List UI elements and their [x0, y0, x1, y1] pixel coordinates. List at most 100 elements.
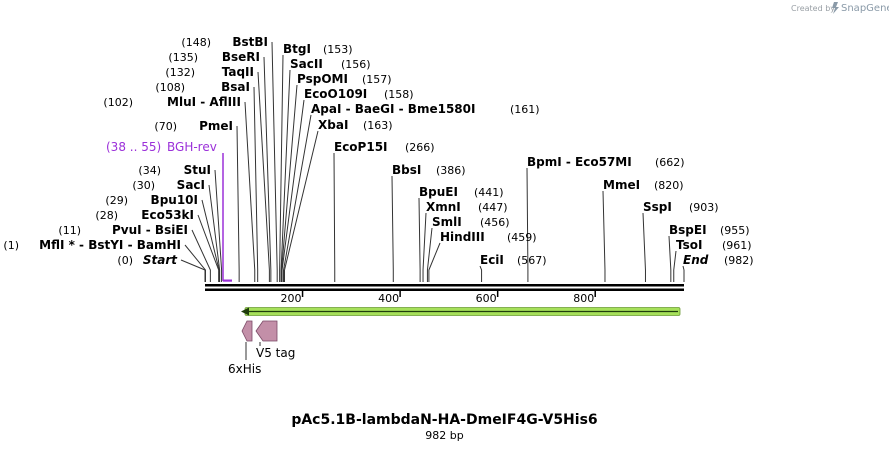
cut-site-position: (29) — [105, 194, 128, 207]
cut-site-lines — [180, 41, 685, 282]
cut-site-position: (108) — [155, 81, 185, 94]
cut-site-name[interactable]: Start — [143, 253, 178, 267]
cut-site-line — [602, 190, 606, 282]
cut-site-name[interactable]: BtgI — [283, 42, 311, 56]
cut-site-line — [642, 212, 646, 282]
cut-site-line — [281, 99, 305, 282]
cut-site-line — [236, 125, 240, 282]
cut-site-line — [257, 71, 270, 282]
feature-v5-tag[interactable]: V5 tag — [255, 320, 295, 360]
cut-site-position: (456) — [480, 216, 510, 229]
cut-site-name[interactable]: PspOMI — [297, 72, 348, 86]
primer-name: BGH-rev — [167, 140, 217, 154]
cut-site-name[interactable]: EcoO109I — [304, 87, 367, 101]
cut-site-position: (266) — [405, 141, 435, 154]
cut-site-position: (148) — [181, 36, 211, 49]
cut-site-position: (153) — [323, 43, 353, 56]
cut-site-line — [426, 227, 433, 282]
cut-site-position: (11) — [58, 224, 81, 237]
cut-site-position: (34) — [138, 164, 161, 177]
cut-site-line — [271, 41, 278, 282]
cut-site-name[interactable]: SspI — [643, 200, 672, 214]
cut-site-line — [668, 235, 672, 282]
cut-site-name[interactable]: StuI — [184, 163, 211, 177]
cut-site-name[interactable]: BpmI - Eco57MI — [527, 155, 632, 169]
axis-ticks: 200 400 600 800 — [281, 291, 596, 305]
axis-tick-label: 400 — [378, 292, 399, 305]
cut-site-position: (982) — [724, 254, 754, 267]
cut-site-name[interactable]: EciI — [480, 253, 504, 267]
cut-site-name[interactable]: XbaI — [318, 118, 348, 132]
cut-site-name[interactable]: TaqII — [222, 65, 254, 79]
cut-site-position: (961) — [722, 239, 752, 252]
feature-v5-tag-label: V5 tag — [256, 346, 295, 360]
feature-6xhis-label: 6xHis — [228, 362, 261, 376]
cut-site-name[interactable]: SacI — [177, 178, 205, 192]
cut-site-name[interactable]: BbsI — [392, 163, 421, 177]
cut-site-line — [244, 101, 256, 282]
credit-prefix: Created by — [791, 4, 835, 13]
cut-site-name[interactable]: PmeI — [199, 119, 233, 133]
cut-site-name[interactable]: BseRI — [222, 50, 260, 64]
cut-site-name[interactable]: BstBI — [232, 35, 268, 49]
cut-site-line — [184, 244, 206, 282]
axis-tick-label: 800 — [573, 292, 594, 305]
cut-site-name[interactable]: ApaI - BaeGI - Bme1580I — [311, 102, 475, 116]
cut-site-name[interactable]: BsaI — [221, 80, 250, 94]
primer-bgh-rev[interactable]: (38 .. 55) BGH-rev — [106, 140, 232, 282]
cut-site-position: (135) — [168, 51, 198, 64]
cut-site-position: (163) — [363, 119, 393, 132]
cut-site-position: (28) — [95, 209, 118, 222]
cut-site-position: (102) — [103, 96, 133, 109]
cut-site-line — [422, 212, 427, 282]
cut-site-name[interactable]: MmeI — [603, 178, 640, 192]
cut-site-line — [284, 130, 319, 282]
cut-site-line — [279, 54, 284, 282]
cut-site-name[interactable]: HindIII — [440, 230, 485, 244]
cut-site-name[interactable]: TsoI — [676, 238, 702, 252]
primer-range: (38 .. 55) — [106, 140, 161, 154]
cut-site-line — [418, 197, 421, 282]
cut-site-name[interactable]: MflI * - BstYI - BamHI — [39, 238, 181, 252]
cut-site-position: (903) — [689, 201, 719, 214]
cut-site-position: (0) — [117, 254, 133, 267]
cut-site-position: (157) — [362, 73, 392, 86]
cut-site-name[interactable]: BpuEI — [419, 185, 458, 199]
cut-site-name[interactable]: EcoP15I — [334, 140, 388, 154]
cut-site-position: (158) — [384, 88, 414, 101]
cut-site-line — [180, 259, 206, 282]
cut-site-name[interactable]: SmlI — [432, 215, 462, 229]
cut-site-line — [673, 250, 677, 282]
cut-site-position: (132) — [165, 66, 195, 79]
cut-site-position: (447) — [478, 201, 508, 214]
sequence-backbone — [205, 284, 684, 291]
cut-site-line — [391, 175, 394, 282]
cut-site-line — [428, 242, 441, 282]
cut-site-position: (161) — [510, 103, 540, 116]
cut-site-labels: (0) Start (1) MflI * - BstYI - BamHI(11) Pvu… — [3, 35, 753, 267]
cut-site-line — [263, 56, 272, 282]
cut-site-name[interactable]: XmnI — [426, 200, 461, 214]
axis-tick-label: 600 — [476, 292, 497, 305]
cut-site-name[interactable]: Bpu10I — [151, 193, 198, 207]
cut-site-line — [479, 265, 483, 282]
cut-site-name[interactable]: Eco53kI — [141, 208, 194, 222]
cut-site-line — [682, 265, 685, 282]
cut-site-position: (459) — [507, 231, 537, 244]
map-length: 982 bp — [425, 429, 463, 442]
cut-site-position: (662) — [655, 156, 685, 169]
cut-site-name[interactable]: End — [683, 253, 709, 267]
cut-site-name[interactable]: MluI - AflIII — [167, 95, 241, 109]
feature-6xhis[interactable]: 6xHis — [228, 320, 261, 376]
cut-site-position: (1) — [3, 239, 19, 252]
cut-site-name[interactable]: BspEI — [669, 223, 707, 237]
cut-site-name[interactable]: PvuI - BsiEI — [112, 223, 188, 237]
orf-arrow[interactable] — [241, 307, 681, 316]
cut-site-position: (441) — [474, 186, 504, 199]
cut-site-name[interactable]: SacII — [290, 57, 323, 71]
credit-brand[interactable]: SnapGene — [841, 3, 889, 14]
cut-site-line — [208, 184, 221, 282]
cut-site-line — [191, 229, 211, 282]
cut-site-line — [333, 152, 336, 282]
